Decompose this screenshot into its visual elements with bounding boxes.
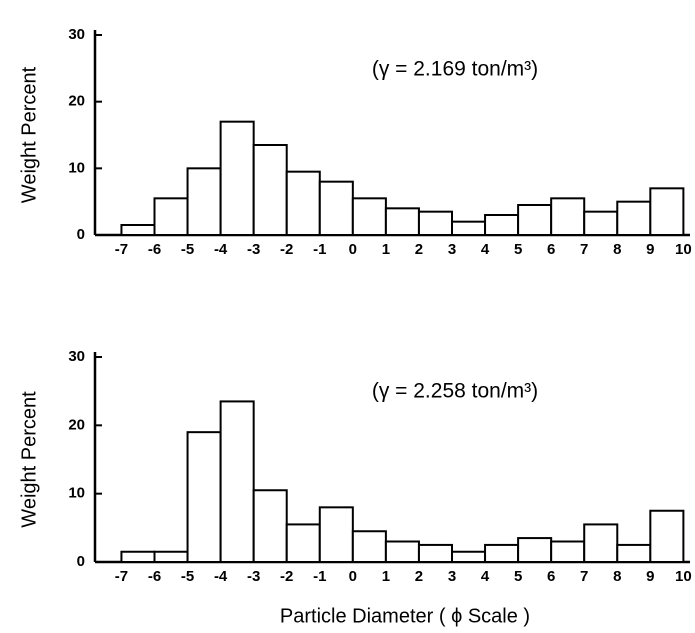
- x-tick-label: 10: [675, 568, 692, 585]
- bar: [219, 400, 255, 563]
- annotation: (γ = 2.258 ton/m³): [372, 380, 538, 403]
- y-tick-label: 0: [77, 226, 85, 243]
- y-axis-label: Weight Percent: [18, 391, 40, 528]
- bar: [285, 170, 321, 237]
- x-tick-label: 7: [580, 241, 588, 258]
- bar: [417, 543, 454, 564]
- x-tick-label: 2: [415, 241, 423, 258]
- x-tick-label: -6: [148, 241, 161, 258]
- y-tick-label: 30: [68, 26, 85, 43]
- y-axis-label: Weight Percent: [18, 66, 40, 203]
- bar: [649, 509, 685, 563]
- x-tick-label: -2: [280, 241, 293, 258]
- x-tick-label: -7: [115, 568, 128, 585]
- y-tick-label: 10: [68, 159, 85, 176]
- bar: [550, 197, 586, 236]
- x-tick-label: 2: [415, 568, 423, 585]
- bar: [120, 224, 156, 236]
- bar: [484, 214, 520, 236]
- x-tick-label: 0: [349, 568, 357, 585]
- bar: [616, 200, 652, 237]
- bar: [417, 210, 454, 237]
- bar: [583, 210, 619, 237]
- bar: [616, 543, 652, 564]
- bar: [351, 530, 387, 563]
- bar: [318, 180, 354, 237]
- bar: [252, 489, 288, 563]
- x-tick-label: 1: [382, 241, 390, 258]
- bar: [252, 144, 288, 236]
- x-tick-label: 4: [481, 241, 490, 258]
- x-tick-label: -4: [214, 241, 228, 258]
- x-tick-label: 7: [580, 568, 588, 585]
- bar: [285, 523, 321, 564]
- bar: [517, 204, 553, 236]
- bar: [517, 537, 553, 563]
- x-axis-label: Particle Diameter ( ϕ Scale ): [280, 605, 530, 627]
- y-tick-label: 0: [77, 553, 85, 570]
- bar: [318, 506, 354, 564]
- bar: [451, 550, 487, 563]
- y-tick-label: 10: [68, 485, 85, 502]
- bar: [484, 543, 520, 564]
- x-tick-label: 1: [382, 568, 390, 585]
- x-tick-label: 8: [613, 568, 621, 585]
- x-tick-label: 6: [547, 241, 555, 258]
- bar: [186, 167, 222, 236]
- bar: [120, 550, 156, 563]
- x-tick-label: 8: [613, 241, 621, 258]
- bar: [550, 540, 586, 563]
- x-tick-label: 9: [646, 568, 654, 585]
- bar: [219, 120, 255, 236]
- bar: [451, 220, 487, 237]
- x-tick-label: -6: [148, 568, 161, 585]
- y-tick-label: 20: [68, 93, 85, 110]
- bar: [583, 523, 619, 564]
- x-tick-label: 6: [547, 568, 555, 585]
- x-tick-label: 3: [448, 568, 456, 585]
- x-tick-label: -5: [181, 568, 194, 585]
- x-tick-label: 9: [646, 241, 654, 258]
- x-tick-label: -4: [214, 568, 228, 585]
- x-tick-label: 5: [514, 241, 522, 258]
- y-tick-label: 20: [68, 416, 85, 433]
- x-tick-label: 10: [675, 241, 692, 258]
- bar: [186, 431, 222, 563]
- x-tick-label: -2: [280, 568, 293, 585]
- bar: [649, 187, 685, 236]
- bar: [351, 197, 387, 236]
- x-tick-label: -1: [313, 568, 326, 585]
- bar: [384, 540, 420, 563]
- x-tick-label: -5: [181, 241, 194, 258]
- x-tick-label: -3: [247, 241, 260, 258]
- bar: [384, 207, 420, 236]
- x-tick-label: 4: [481, 568, 490, 585]
- bar: [153, 197, 189, 236]
- y-tick-label: 30: [68, 348, 85, 365]
- annotation: (γ = 2.169 ton/m³): [372, 58, 538, 81]
- x-tick-label: 5: [514, 568, 522, 585]
- x-tick-label: -1: [313, 241, 326, 258]
- bar: [153, 550, 189, 563]
- x-tick-label: 3: [448, 241, 456, 258]
- x-tick-label: -7: [115, 241, 128, 258]
- x-tick-label: -3: [247, 568, 260, 585]
- x-tick-label: 0: [349, 241, 357, 258]
